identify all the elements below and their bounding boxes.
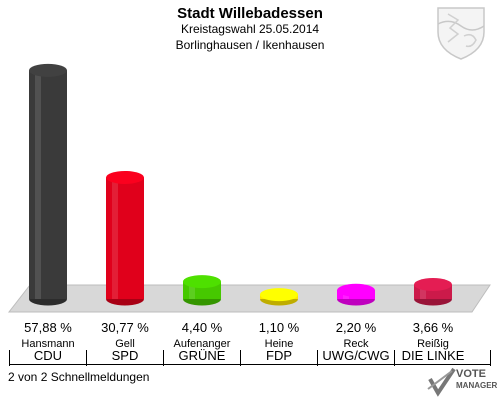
value-label: 1,10 %	[258, 320, 300, 335]
bar-gr-ne	[183, 275, 221, 306]
value-label: 57,88 %	[24, 320, 72, 335]
value-label: 3,66 %	[412, 320, 454, 335]
party-label: UWG/CWG	[322, 348, 390, 363]
label-separator	[490, 350, 491, 366]
party-label: GRÜNE	[178, 348, 226, 363]
label-separator	[394, 350, 395, 366]
candidate-label: Gell	[115, 338, 135, 350]
bar-fdp	[260, 288, 298, 306]
party-label: CDU	[33, 348, 63, 363]
bar-spd	[106, 170, 144, 306]
party-label: SPD	[111, 348, 139, 363]
value-label: 4,40 %	[181, 320, 223, 335]
bar-cdu	[29, 63, 67, 306]
chart-subtitle: Kreistagswahl 25.05.2014	[180, 22, 320, 36]
party-label: DIE LINKE	[401, 348, 465, 363]
label-separator	[9, 350, 10, 366]
party-label: FDP	[266, 348, 292, 363]
label-separator	[317, 350, 318, 366]
value-label: 2,20 %	[335, 320, 377, 335]
candidate-label: Aufenanger	[173, 338, 231, 350]
coat-of-arms-icon	[437, 7, 485, 60]
bar-die-linke	[414, 278, 452, 306]
district-name: Borlinghausen / Ikenhausen	[175, 38, 325, 52]
label-axis-line	[9, 364, 491, 365]
value-label: 30,77 %	[101, 320, 149, 335]
vote-manager-logo-icon	[427, 367, 456, 397]
footer-text: 2 von 2 Schnellmeldungen	[8, 370, 150, 384]
candidate-label: Reißig	[417, 338, 449, 350]
candidate-label: Heine	[264, 338, 294, 350]
bar-uwg-cwg	[337, 283, 375, 306]
label-separator	[240, 350, 241, 366]
candidate-label: Hansmann	[21, 338, 75, 350]
label-separator	[163, 350, 164, 366]
label-separator	[86, 350, 87, 366]
logo-text-manager: MANAGER	[456, 381, 498, 390]
chart-title: Stadt Willebadessen	[177, 5, 323, 22]
logo-text-vote: VOTE	[456, 368, 486, 380]
candidate-label: Reck	[343, 338, 369, 350]
